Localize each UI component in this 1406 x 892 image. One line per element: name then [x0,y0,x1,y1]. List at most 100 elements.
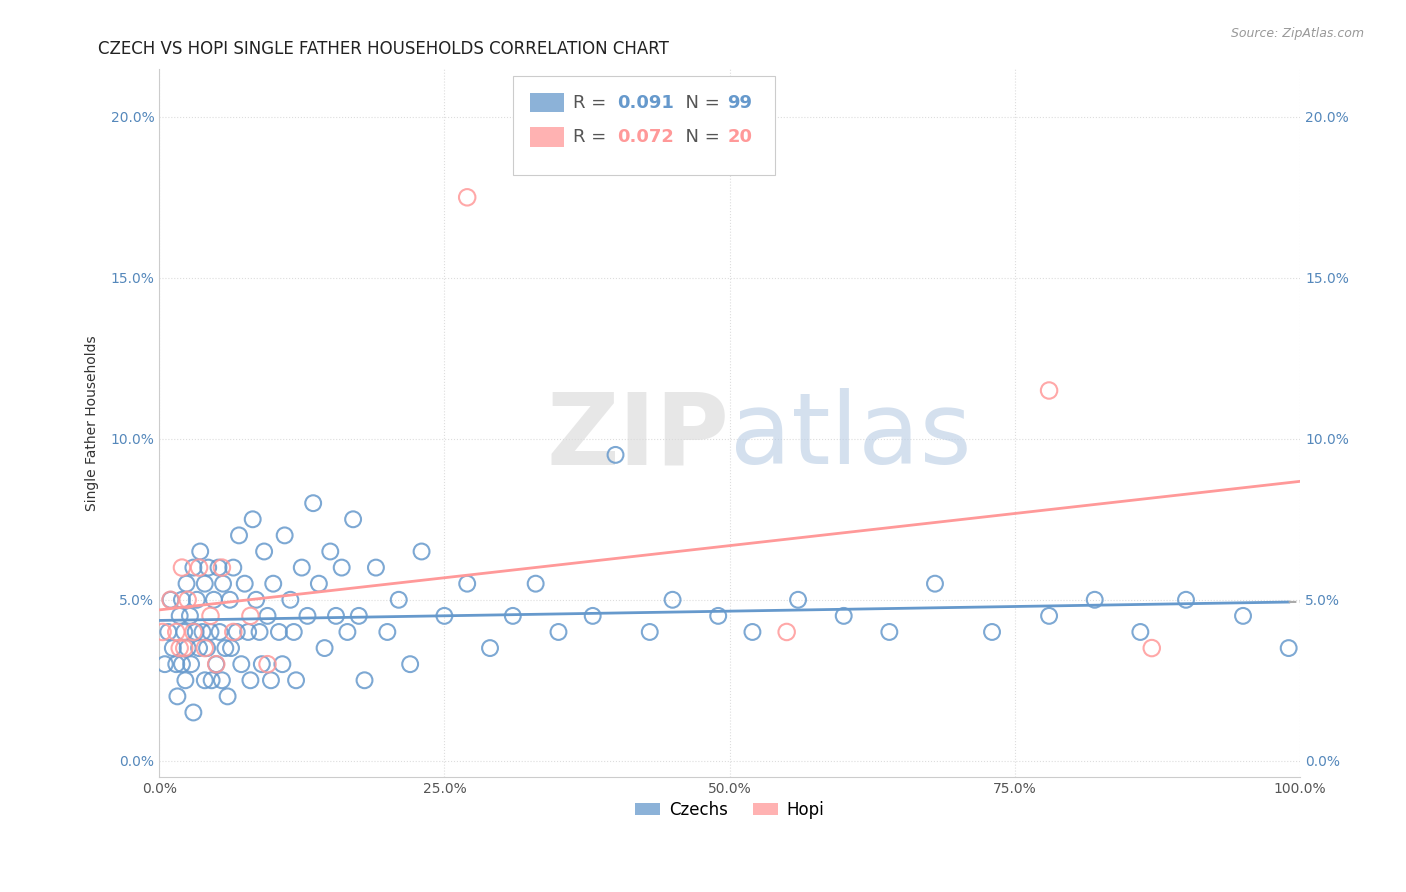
Point [188,544,211,558]
Y-axis label: Single Father Households: Single Father Households [86,334,100,510]
Text: R =: R = [574,94,612,112]
Point [582,608,605,623]
Point [1038,384,1060,398]
Point [222,624,245,639]
Point [219,641,242,656]
Point [308,576,330,591]
Point [981,624,1004,639]
Point [195,641,218,656]
Point [273,528,295,542]
Point [364,560,387,574]
Point [638,624,661,639]
Point [260,673,283,688]
Text: Source: ZipAtlas.com: Source: ZipAtlas.com [1230,27,1364,40]
FancyBboxPatch shape [513,76,775,175]
Point [249,624,271,639]
Point [212,576,235,591]
Point [186,592,208,607]
Point [456,190,478,204]
Point [169,641,191,656]
Point [399,657,422,672]
Point [184,624,207,639]
Point [166,690,188,704]
Point [194,641,217,656]
Text: ZIP: ZIP [547,388,730,485]
Point [707,608,730,623]
Point [280,592,302,607]
Point [297,608,319,623]
Point [314,641,336,656]
FancyBboxPatch shape [530,93,564,112]
Text: 0.072: 0.072 [617,128,673,146]
Point [302,496,325,510]
Point [162,641,184,656]
Point [832,608,855,623]
Point [173,641,195,656]
Point [176,641,198,656]
Point [924,576,946,591]
Point [245,592,267,607]
Point [388,592,411,607]
Point [330,560,353,574]
Text: 0.091: 0.091 [617,94,673,112]
Point [1278,641,1301,656]
Point [165,657,187,672]
Point [411,544,433,558]
Point [159,592,181,607]
FancyBboxPatch shape [530,128,564,147]
Point [433,608,456,623]
Text: N =: N = [673,128,725,146]
Point [205,657,228,672]
Point [547,624,569,639]
Point [183,624,205,639]
Point [208,624,231,639]
Point [256,608,278,623]
Point [283,624,305,639]
Point [262,576,284,591]
Point [176,576,198,591]
Point [1129,624,1152,639]
Point [201,673,224,688]
Point [200,608,222,623]
Point [267,624,290,639]
Point [170,592,193,607]
Point [217,690,239,704]
Point [194,576,217,591]
Point [1038,608,1060,623]
Point [173,624,195,639]
Point [605,448,627,462]
Point [205,657,228,672]
Point [661,592,683,607]
Point [375,624,398,639]
Point [239,673,262,688]
Point [214,641,236,656]
Point [211,560,233,574]
Text: 20: 20 [727,128,752,146]
Point [233,576,256,591]
Legend: Czechs, Hopi: Czechs, Hopi [628,794,831,825]
Point [502,608,524,623]
Point [170,657,193,672]
Point [271,657,294,672]
Point [159,592,181,607]
Point [183,706,205,720]
Point [188,641,211,656]
Point [157,624,180,639]
Point [165,624,187,639]
Point [188,560,211,574]
Point [211,673,233,688]
Point [1084,592,1107,607]
Point [741,624,763,639]
Point [179,608,201,623]
Point [353,673,375,688]
Point [250,657,273,672]
Point [347,608,370,623]
Point [219,592,242,607]
Point [197,560,219,574]
Point [152,624,174,639]
Point [479,641,502,656]
Point [336,624,359,639]
Point [170,560,193,574]
Point [231,657,253,672]
Point [236,624,259,639]
